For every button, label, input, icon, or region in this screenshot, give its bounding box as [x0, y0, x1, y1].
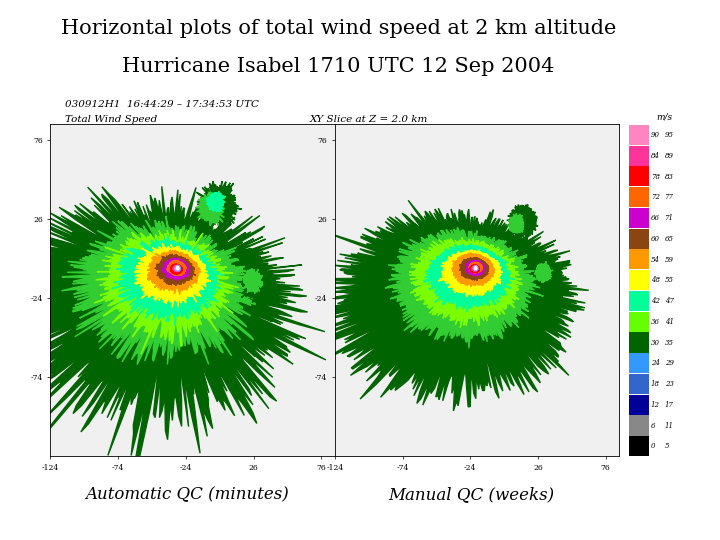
- Text: 36: 36: [651, 318, 660, 326]
- Circle shape: [474, 266, 477, 271]
- Text: 11: 11: [665, 422, 674, 430]
- Polygon shape: [173, 266, 181, 272]
- Text: 90: 90: [651, 131, 660, 139]
- Polygon shape: [469, 265, 480, 273]
- Text: 23: 23: [665, 380, 674, 388]
- Text: 71: 71: [665, 214, 674, 222]
- Polygon shape: [61, 216, 261, 364]
- Text: 41: 41: [665, 318, 674, 326]
- Polygon shape: [0, 186, 326, 480]
- Polygon shape: [536, 260, 564, 292]
- Text: Manual QC (weeks): Manual QC (weeks): [389, 486, 554, 503]
- Text: 78: 78: [651, 172, 660, 180]
- Polygon shape: [469, 262, 482, 273]
- Text: 59: 59: [665, 255, 674, 264]
- Text: 17: 17: [665, 401, 674, 409]
- Text: 83: 83: [665, 172, 674, 180]
- Text: 35: 35: [665, 339, 674, 347]
- Circle shape: [176, 267, 179, 269]
- Polygon shape: [508, 213, 524, 233]
- Text: XY Slice at Z = 2.0 km: XY Slice at Z = 2.0 km: [310, 115, 428, 124]
- Text: 18: 18: [651, 380, 660, 388]
- Text: m/s: m/s: [657, 112, 673, 122]
- Text: 95: 95: [665, 131, 674, 139]
- Text: 55: 55: [665, 276, 674, 284]
- Text: Hurricane Isabel 1710 UTC 12 Sep 2004: Hurricane Isabel 1710 UTC 12 Sep 2004: [122, 57, 554, 76]
- Circle shape: [175, 265, 180, 271]
- Polygon shape: [94, 230, 238, 354]
- Polygon shape: [385, 228, 544, 348]
- Polygon shape: [170, 264, 182, 274]
- Polygon shape: [207, 191, 225, 212]
- Polygon shape: [175, 267, 179, 270]
- Text: 0: 0: [651, 442, 655, 450]
- Polygon shape: [348, 213, 564, 370]
- Text: 48: 48: [651, 276, 660, 284]
- Polygon shape: [147, 250, 201, 295]
- Text: 60: 60: [651, 235, 660, 243]
- Polygon shape: [166, 260, 186, 276]
- Text: 77: 77: [665, 193, 674, 201]
- Polygon shape: [451, 253, 495, 287]
- Text: 12: 12: [651, 401, 660, 409]
- Polygon shape: [465, 260, 485, 276]
- Text: 84: 84: [651, 152, 660, 160]
- Polygon shape: [423, 244, 515, 312]
- Polygon shape: [242, 269, 263, 294]
- Polygon shape: [438, 249, 503, 297]
- Text: 72: 72: [651, 193, 660, 201]
- Polygon shape: [196, 192, 225, 226]
- Text: 65: 65: [665, 235, 674, 243]
- Text: 5: 5: [665, 442, 669, 450]
- Polygon shape: [507, 205, 538, 238]
- Polygon shape: [161, 258, 189, 281]
- Polygon shape: [19, 204, 285, 409]
- Text: Automatic QC (minutes): Automatic QC (minutes): [86, 486, 289, 503]
- Polygon shape: [197, 181, 242, 228]
- Text: 24: 24: [651, 359, 660, 367]
- Text: 29: 29: [665, 359, 674, 367]
- Text: 89: 89: [665, 152, 674, 160]
- Text: Total Wind Speed: Total Wind Speed: [65, 115, 157, 124]
- Polygon shape: [135, 244, 211, 307]
- Text: 66: 66: [651, 214, 660, 222]
- Text: 030912H1  16:44:29 – 17:34:53 UTC: 030912H1 16:44:29 – 17:34:53 UTC: [65, 100, 258, 109]
- Text: 42: 42: [651, 297, 660, 305]
- Circle shape: [474, 267, 477, 269]
- Polygon shape: [409, 238, 523, 328]
- Text: 30: 30: [651, 339, 660, 347]
- Text: Horizontal plots of total wind speed at 2 km altitude: Horizontal plots of total wind speed at …: [60, 19, 616, 38]
- Polygon shape: [472, 266, 478, 271]
- Text: 54: 54: [651, 255, 660, 264]
- Polygon shape: [534, 261, 553, 283]
- Polygon shape: [155, 254, 196, 286]
- Polygon shape: [308, 200, 589, 411]
- Text: 47: 47: [665, 297, 674, 305]
- Polygon shape: [459, 258, 489, 281]
- Text: 6: 6: [651, 422, 655, 430]
- Polygon shape: [240, 264, 277, 307]
- Polygon shape: [112, 234, 224, 326]
- Polygon shape: [474, 267, 477, 270]
